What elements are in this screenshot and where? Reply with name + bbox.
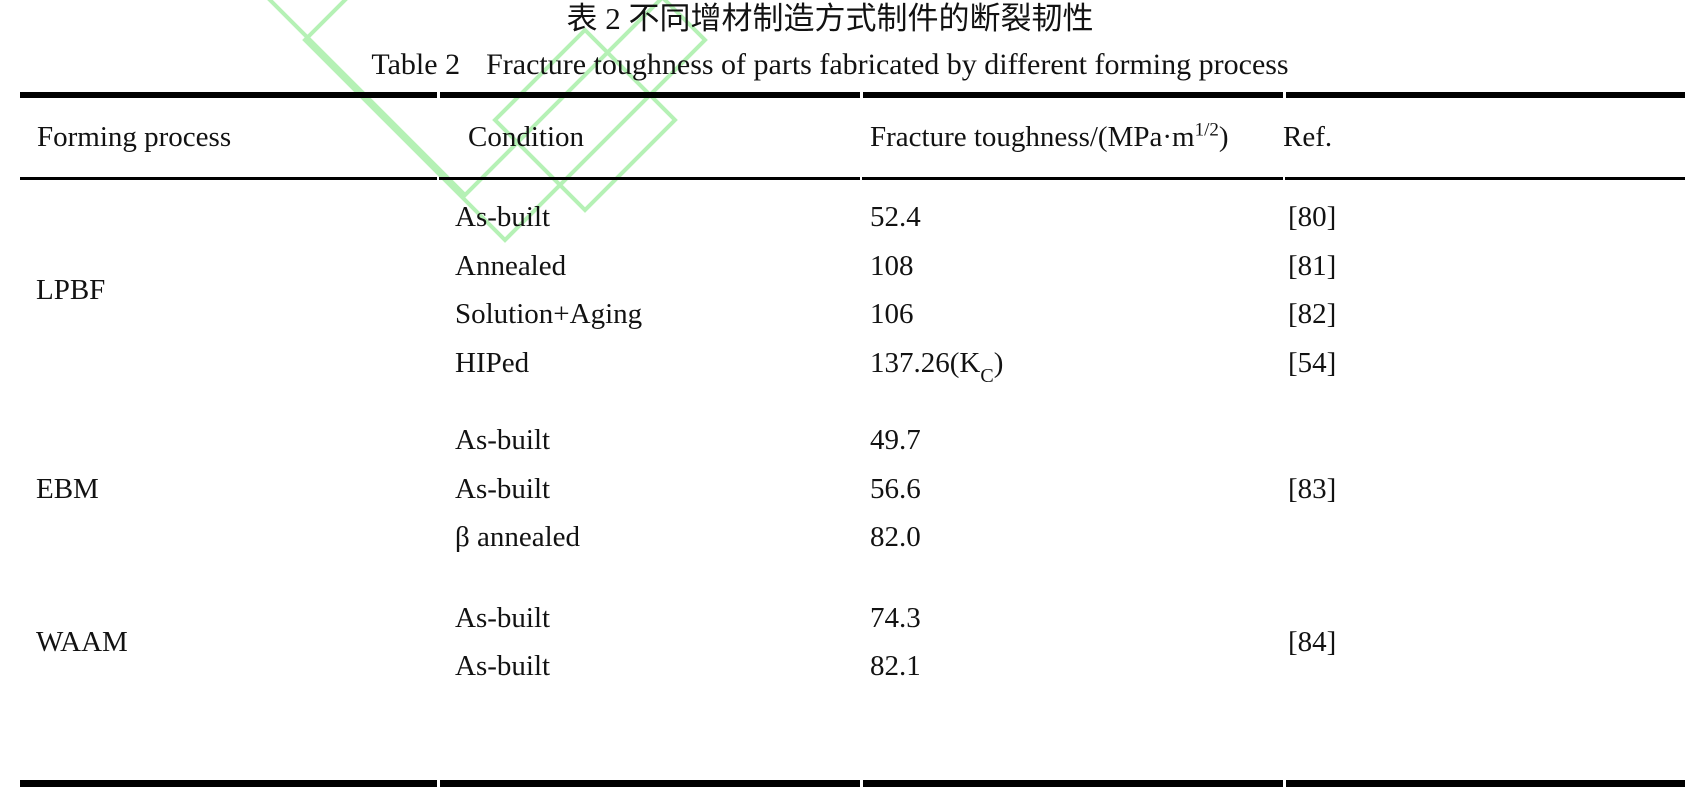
table-row: As-built 82.1 bbox=[20, 642, 1685, 691]
condition-cell: Annealed bbox=[455, 249, 567, 282]
table-header-row: Forming process Condition Fracture tough… bbox=[20, 98, 1685, 177]
toughness-cell: 82.1 bbox=[870, 650, 921, 682]
condition-cell: β annealed bbox=[455, 521, 581, 553]
table-row: As-built 74.3 bbox=[20, 594, 1685, 643]
toughness-cell: 56.6 bbox=[870, 472, 921, 505]
header-ref: Ref. bbox=[1283, 121, 1333, 153]
ref-cell: [81] bbox=[1288, 249, 1337, 282]
ref-cell: [82] bbox=[1288, 298, 1337, 330]
table-row: As-built 49.7 bbox=[20, 416, 1685, 465]
ref-cell: [80] bbox=[1288, 201, 1337, 233]
condition-cell: HIPed bbox=[455, 346, 530, 379]
header-forming-process: Forming process bbox=[37, 121, 232, 153]
toughness-cell: 137.26(KC) bbox=[870, 346, 1004, 388]
toughness-cell: 52.4 bbox=[870, 201, 921, 233]
table-top-rule bbox=[20, 92, 1685, 98]
condition-cell: As-built bbox=[455, 472, 551, 505]
section-ref-cell: [84] bbox=[1288, 626, 1337, 658]
header-fracture-toughness-exponent: 1/2 bbox=[1194, 119, 1219, 141]
process-label: EBM bbox=[36, 472, 99, 505]
table-title-zh: 表 2 不同增材制造方式制件的断裂韧性 bbox=[566, 1, 1094, 36]
process-section-ebm: EBM As-built 49.7 As-built 56.6 [83] β anneale… bbox=[20, 416, 1685, 562]
header-fracture-toughness-text: Fracture toughness/(MPa·m bbox=[870, 121, 1195, 153]
condition-cell: As-built bbox=[455, 201, 551, 233]
condition-cell: Solution+Aging bbox=[455, 298, 643, 330]
ref-cell: [83] bbox=[1288, 472, 1337, 505]
table-title-en-label: Table 2 bbox=[371, 48, 461, 81]
process-label: LPBF bbox=[36, 274, 106, 306]
table-row: Annealed 108 [81] bbox=[20, 242, 1685, 291]
toughness-subscript: C bbox=[980, 365, 994, 388]
condition-cell: As-built bbox=[455, 601, 551, 634]
process-label: WAAM bbox=[36, 626, 128, 658]
process-section-lpbf: LPBF As-built 52.4 [80] Annealed 108 [81] Solut… bbox=[20, 193, 1685, 387]
toughness-cell: 49.7 bbox=[870, 424, 921, 456]
table-bottom-rule bbox=[20, 779, 1685, 787]
toughness-cell: 106 bbox=[870, 298, 914, 330]
table-title-en: Table 2 Fracture toughness of parts fabri… bbox=[20, 47, 1640, 83]
table-title-en-text: Fracture toughness of parts fabricated b… bbox=[486, 48, 1289, 81]
fracture-toughness-table: Forming process Condition Fracture tough… bbox=[20, 92, 1685, 787]
table-row: As-built 52.4 [80] bbox=[20, 193, 1685, 242]
condition-cell: As-built bbox=[455, 424, 551, 456]
table-row: As-built 56.6 [83] bbox=[20, 465, 1685, 514]
condition-cell: As-built bbox=[455, 650, 551, 682]
header-condition: Condition bbox=[468, 121, 585, 153]
table-row: HIPed 137.26(KC) [54] bbox=[20, 339, 1685, 388]
header-fracture-toughness: Fracture toughness/(MPa·m1/2) bbox=[870, 98, 1229, 177]
header-fracture-toughness-close: ) bbox=[1218, 121, 1229, 153]
toughness-cell: 74.3 bbox=[870, 601, 921, 634]
toughness-cell: 82.0 bbox=[870, 521, 921, 553]
toughness-cell: 108 bbox=[870, 249, 914, 282]
process-section-waam: WAAM As-built 74.3 As-built 82.1 [84] bbox=[20, 594, 1685, 691]
ref-cell: [54] bbox=[1288, 346, 1337, 379]
table-row: β annealed 82.0 bbox=[20, 513, 1685, 562]
table-body: LPBF As-built 52.4 [80] Annealed 108 [81] Solut… bbox=[20, 180, 1685, 691]
table-row: Solution+Aging 106 [82] bbox=[20, 290, 1685, 339]
header-divider-rule bbox=[20, 177, 1685, 180]
